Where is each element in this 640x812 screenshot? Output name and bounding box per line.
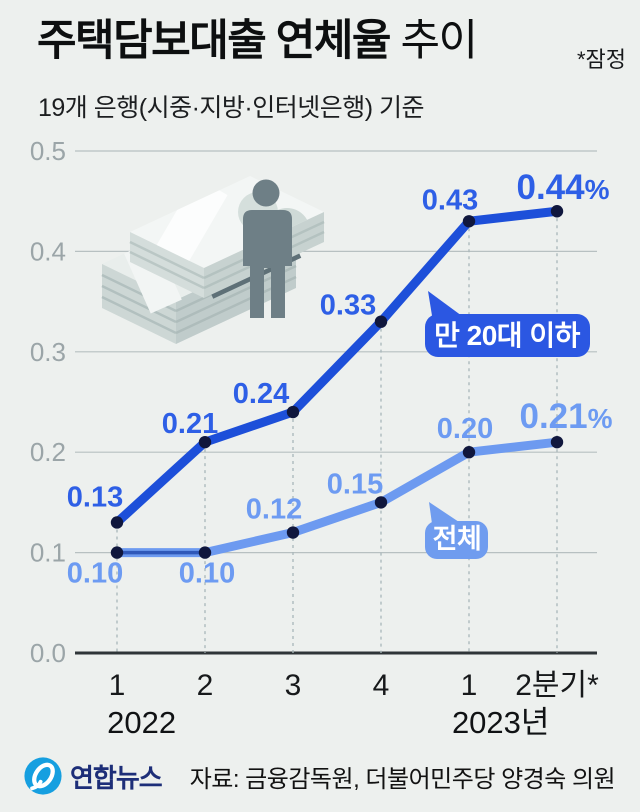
year-label: 2022 bbox=[107, 705, 176, 740]
chart-subtitle: 19개 은행(시중·지방·인터넷은행) 기준 bbox=[38, 94, 425, 122]
page-title-bold: 주택담보대출 연체율 bbox=[37, 17, 392, 65]
y-tick-label: 0.1 bbox=[30, 538, 66, 568]
stack-gap-shadow bbox=[210, 252, 302, 299]
point-label: 0.12 bbox=[246, 494, 302, 526]
data-point-dot bbox=[110, 516, 124, 529]
yonhap-logo-icon bbox=[24, 757, 62, 795]
y-tick-label: 0.5 bbox=[30, 136, 66, 166]
x-tick-label: 3 bbox=[285, 669, 302, 702]
point-label: 0.15 bbox=[327, 468, 383, 500]
series-badge-label: 만 20대 이하 bbox=[434, 320, 580, 351]
data-point-dot bbox=[374, 496, 388, 509]
yonhap-logo-text: 연합뉴스 bbox=[70, 762, 163, 793]
x-tick-label: 4 bbox=[373, 669, 390, 702]
data-point-dot bbox=[198, 546, 212, 559]
y-tick-label: 0.3 bbox=[30, 337, 66, 367]
y-tick-label: 0.0 bbox=[30, 638, 66, 668]
data-point-dot bbox=[462, 215, 476, 228]
x-tick-label: 2 bbox=[197, 669, 214, 702]
point-label: 0.13 bbox=[67, 481, 123, 513]
series-line-under-20s bbox=[112, 206, 562, 527]
point-label: 0.20 bbox=[437, 413, 493, 445]
point-label: 0.10 bbox=[67, 558, 123, 590]
series-badge-label: 전체 bbox=[433, 524, 482, 554]
page-title-light: 추이 bbox=[390, 17, 478, 65]
data-point-dot bbox=[374, 315, 388, 328]
data-point-dot bbox=[550, 205, 564, 218]
x-tick-label: 2분기* bbox=[515, 669, 599, 702]
point-label: 0.44% bbox=[516, 168, 609, 207]
page-title: 주택담보대출 연체율 추이 bbox=[37, 17, 478, 65]
money-stack-top-icon bbox=[129, 176, 325, 298]
footer: 연합뉴스 자료: 금융감독원, 더불어민주당 양경숙 의원 bbox=[23, 756, 616, 796]
data-point-dot bbox=[110, 546, 124, 559]
person-icon bbox=[243, 179, 292, 318]
point-label: 0.21% bbox=[519, 397, 612, 436]
point-label: 0.43 bbox=[422, 184, 478, 216]
money-stack-bottom-icon bbox=[101, 208, 297, 344]
series-badge-tail bbox=[428, 291, 462, 328]
point-label: 0.10 bbox=[179, 558, 235, 590]
point-label: 0.21 bbox=[162, 408, 218, 440]
data-point-dot bbox=[286, 526, 300, 539]
x-tick-label: 1 bbox=[461, 669, 478, 702]
point-label: 0.33 bbox=[320, 290, 376, 322]
data-point-dot bbox=[198, 435, 212, 449]
grid-layer: 0.0 0.1 0.2 0.3 0.4 0.5 bbox=[30, 136, 597, 668]
year-label: 2023년 bbox=[452, 705, 549, 740]
data-layer: 1 2 3 4 1 2분기* 2022 2023년 0.13 0.21 0.24 0.33 0.43 0.… bbox=[67, 168, 613, 740]
series-badge bbox=[425, 314, 590, 357]
series-line-total bbox=[112, 437, 562, 558]
data-point-dot bbox=[286, 405, 300, 419]
y-tick-label: 0.2 bbox=[30, 437, 66, 467]
source-text: 자료: 금융감독원, 더불어민주당 양경숙 의원 bbox=[189, 765, 616, 793]
money-person-illustration bbox=[101, 176, 325, 344]
data-point-dot bbox=[462, 446, 476, 459]
x-tick-label: 1 bbox=[109, 669, 126, 702]
series-badge bbox=[425, 521, 488, 559]
yonhap-logo: 연합뉴스 bbox=[23, 756, 163, 796]
point-label: 0.24 bbox=[233, 378, 289, 410]
data-point-dot bbox=[550, 435, 564, 449]
y-tick-label: 0.4 bbox=[30, 236, 66, 266]
provisional-note: *잠정 bbox=[576, 47, 626, 72]
series-badge-tail bbox=[429, 502, 459, 531]
